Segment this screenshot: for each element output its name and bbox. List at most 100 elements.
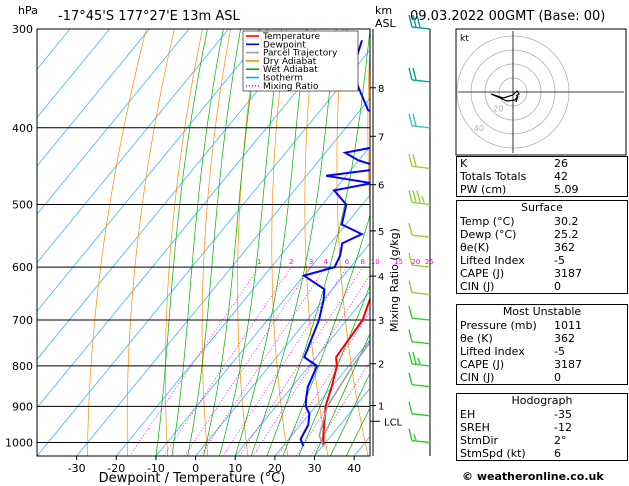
row-value: 1011 — [554, 319, 582, 332]
most-unstable-title: Most Unstable — [502, 305, 582, 318]
surface-row: θe(K) 362 — [457, 241, 627, 254]
row-label: Dewp (°C) — [460, 228, 517, 241]
wind-barb — [408, 305, 431, 321]
km-tick-label: 4 — [378, 272, 384, 283]
isotherm-line — [195, 242, 370, 456]
hodograph-unit-label: kt — [460, 34, 469, 44]
legend-label: Parcel Trajectory — [263, 49, 338, 59]
plot-frame — [36, 28, 371, 457]
row-label: Pressure (mb) — [460, 319, 537, 332]
most-unstable-panel: Most Unstable Pressure (mb) 1011 θe (K) 362… — [456, 304, 628, 385]
mixing-ratio-line — [310, 360, 370, 456]
temperature-tick-label: 0 — [192, 462, 199, 475]
dry-adiabat-line — [336, 29, 369, 456]
temperature-tick-label: -30 — [68, 462, 86, 475]
wind-barb — [408, 113, 431, 129]
surface-row: CIN (J) 0 — [457, 280, 627, 293]
row-value: 3187 — [554, 267, 582, 280]
row-value: 6 — [554, 447, 561, 460]
dry-adiabat-line — [87, 29, 147, 456]
most-unstable-row: CIN (J) 0 — [457, 371, 627, 384]
row-label: θe (K) — [460, 332, 493, 345]
isotherm-line — [37, 29, 150, 167]
legend-label: Wet Adiabat — [263, 65, 318, 75]
km-tick-label: 3 — [378, 316, 384, 327]
pressure-tick-label: 800 — [12, 360, 33, 373]
surface-row: Dewp (°C) 25.2 — [457, 228, 627, 241]
dry-adiabat-line — [126, 29, 175, 456]
pressure-tick-labels: 300 400 500 600 700 800 900 1000 — [5, 23, 33, 450]
mixing-ratio-line — [129, 266, 260, 456]
isotherm-line — [234, 291, 370, 456]
most-unstable-row: θe (K) 362 — [457, 332, 627, 345]
surface-row: CAPE (J) 3187 — [457, 267, 627, 280]
isotherm-line — [76, 97, 370, 456]
row-value: 2° — [554, 434, 567, 447]
wind-barb — [408, 372, 431, 388]
wet-adiabat-line — [219, 29, 283, 456]
temperature-tick-label: -20 — [107, 462, 125, 475]
pressure-tick-label: 700 — [12, 314, 33, 327]
row-value: 25.2 — [554, 228, 579, 241]
dry-adiabat-line — [165, 29, 203, 456]
wet-adiabat-line — [250, 29, 337, 456]
dry-adiabat-line — [237, 29, 260, 456]
temperature-tick-label: 20 — [268, 462, 282, 475]
mixing-ratio-line — [277, 310, 370, 456]
wet-adiabat-line — [171, 29, 224, 456]
mixing-ratio-tick-label: 3 — [309, 258, 313, 266]
wet-adiabat-lines — [155, 29, 370, 456]
row-value: 26 — [554, 157, 568, 170]
isotherm-line — [115, 145, 370, 456]
km-tick-label: 7 — [378, 132, 384, 143]
wet-adiabat-line — [234, 29, 308, 456]
isotherm-line — [37, 29, 348, 409]
pressure-tick-label: 500 — [12, 198, 33, 211]
row-label: SREH — [460, 421, 490, 434]
lcl-label: LCL — [384, 417, 403, 428]
isotherm-line — [37, 29, 110, 119]
location-label: -17°45'S 177°27'E 13m ASL — [58, 9, 240, 24]
most-unstable-row: Pressure (mb) 1011 — [457, 319, 627, 332]
pressure-tick-label: 1000 — [5, 437, 33, 450]
row-value: -5 — [554, 345, 565, 358]
mixing-ratio-labels: 1 2 3 4 6 8 10 15 20 25 — [257, 258, 434, 266]
legend-label: Mixing Ratio — [263, 82, 319, 92]
index-row: K 26 — [457, 157, 627, 170]
row-label: CAPE (J) — [460, 267, 505, 280]
isotherm-line — [37, 29, 229, 264]
pressure-tick-label: 400 — [12, 122, 33, 135]
row-label: CIN (J) — [460, 371, 495, 384]
hodograph-ring-label: 20 — [493, 105, 503, 114]
hodograph: kt 20 40 — [455, 28, 627, 156]
wind-barb — [408, 252, 431, 268]
isotherm-line — [37, 29, 190, 215]
mixing-ratio-tick-label: 2 — [289, 258, 293, 266]
row-label: PW (cm) — [460, 183, 507, 196]
row-label: CAPE (J) — [460, 358, 505, 371]
dry-adiabat-line — [271, 29, 289, 456]
index-row: Totals Totals 42 — [457, 170, 627, 183]
hodograph-row: EH -35 — [457, 408, 627, 421]
wind-barb — [408, 14, 431, 30]
mixing-ratio-tick-label: 8 — [360, 258, 364, 266]
temperature-tick-label: 30 — [308, 462, 322, 475]
row-value: -35 — [554, 408, 572, 421]
legend-label: Dewpoint — [263, 40, 306, 50]
sounding-profiles — [299, 39, 370, 447]
row-label: Totals Totals — [460, 170, 527, 183]
mixing-ratio-tick-label: 6 — [345, 258, 350, 266]
temperature-tick-label: -10 — [147, 462, 165, 475]
index-panel: K 26 Totals Totals 42 PW (cm) 5.09 — [456, 156, 628, 197]
wet-adiabat-line — [345, 407, 370, 456]
hodograph-title: Hodograph — [511, 394, 573, 407]
wet-adiabat-line — [330, 372, 370, 456]
isotherm-line — [155, 194, 370, 456]
km-tick-label: 5 — [378, 227, 384, 238]
hodograph-row: SREH -12 — [457, 421, 627, 434]
hodograph-row: StmDir 2° — [457, 434, 627, 447]
row-value: 30.2 — [554, 215, 579, 228]
row-value: 0 — [554, 371, 561, 384]
row-label: K — [460, 157, 468, 170]
